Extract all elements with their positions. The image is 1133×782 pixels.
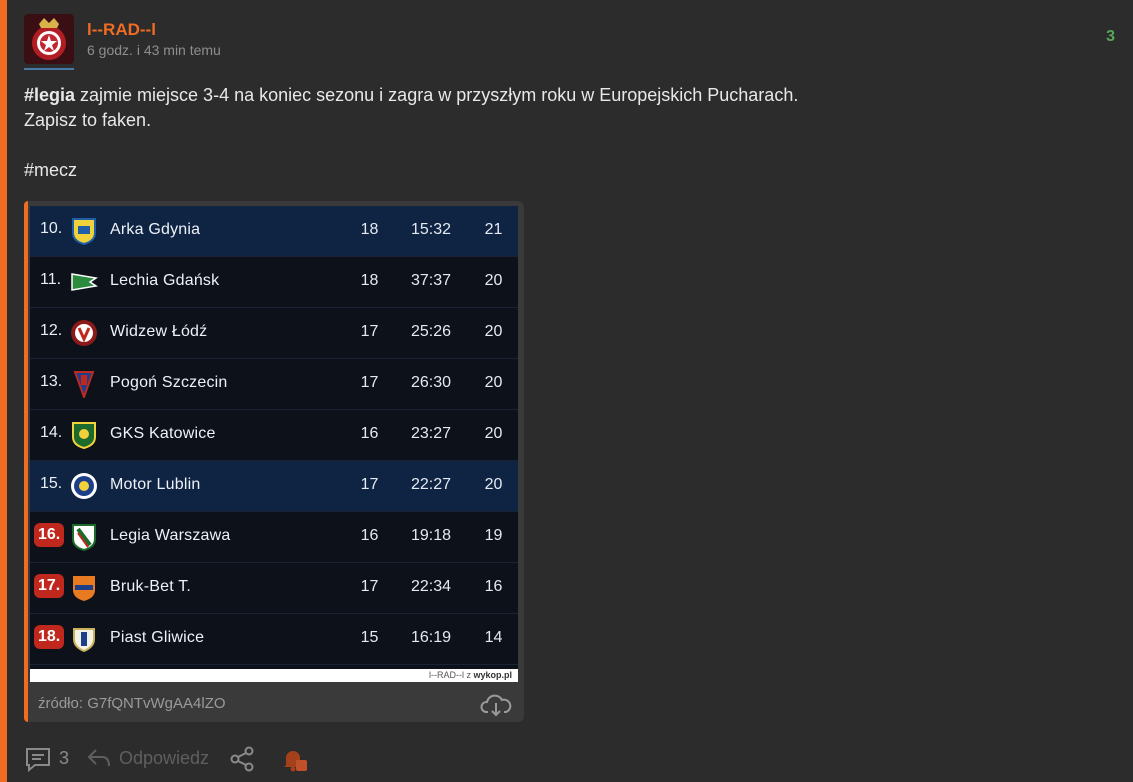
watermark-user: l--RAD--l bbox=[428, 670, 464, 680]
team-name: Arka Gdynia bbox=[110, 221, 201, 238]
table-row: 16. Legia Warszawa 16 19:18 19 bbox=[30, 512, 518, 563]
post-actions: 3 Odpowiedz bbox=[24, 744, 424, 774]
cloud-download-icon[interactable] bbox=[480, 692, 512, 718]
hashtag-mecz[interactable]: #mecz bbox=[24, 160, 78, 180]
post-line-1-text: zajmie miejsce 3-4 na koniec sezonu i za… bbox=[75, 85, 799, 105]
team-name: Motor Lublin bbox=[110, 476, 201, 493]
attachment-accent-edge bbox=[24, 201, 28, 722]
table-row: 15. Motor Lublin 17 22:27 20 bbox=[30, 461, 518, 512]
goal-ratio: 16:19 bbox=[410, 629, 452, 646]
points: 20 bbox=[484, 476, 503, 493]
username-link[interactable]: l--RAD--l bbox=[87, 20, 156, 39]
image-source[interactable]: źródło: G7fQNTvWgAA4lZO bbox=[38, 695, 226, 712]
matches-played: 16 bbox=[360, 527, 379, 544]
post-timestamp[interactable]: 6 godz. i 43 min temu bbox=[87, 42, 221, 58]
matches-played: 18 bbox=[360, 272, 379, 289]
position-relegation-badge: 17. bbox=[34, 574, 65, 598]
avatar-underline bbox=[24, 68, 74, 70]
gks-crest-icon bbox=[72, 422, 96, 449]
position-relegation-badge: 18. bbox=[34, 625, 65, 649]
points: 20 bbox=[484, 323, 503, 340]
matches-played: 18 bbox=[360, 221, 379, 238]
position: 13. bbox=[40, 373, 63, 390]
matches-played: 17 bbox=[360, 578, 379, 595]
points: 16 bbox=[484, 578, 503, 595]
goal-ratio: 22:34 bbox=[410, 578, 452, 595]
points: 20 bbox=[484, 425, 503, 442]
watermark-site: wykop.pl bbox=[473, 670, 512, 680]
goal-ratio: 37:37 bbox=[410, 272, 452, 289]
table-row: 11. Lechia Gdańsk 18 37:37 20 bbox=[30, 257, 518, 308]
points: 21 bbox=[484, 221, 503, 238]
post-body: #legia zajmie miejsce 3-4 na koniec sezo… bbox=[24, 83, 1024, 183]
matches-played: 16 bbox=[360, 425, 379, 442]
table-row: 12. Widzew Łódź 17 25:26 20 bbox=[30, 308, 518, 359]
post-line-1: #legia zajmie miejsce 3-4 na koniec sezo… bbox=[24, 83, 1024, 108]
matches-played: 17 bbox=[360, 476, 379, 493]
brukbet-crest-icon bbox=[73, 576, 95, 601]
comments-icon[interactable] bbox=[24, 746, 52, 772]
goal-ratio: 25:26 bbox=[410, 323, 452, 340]
share-icon[interactable] bbox=[229, 746, 255, 772]
arka-crest-icon bbox=[72, 218, 96, 245]
lechia-crest-icon bbox=[71, 273, 98, 291]
table-row: 18. Piast Gliwice 15 16:19 14 bbox=[30, 614, 518, 665]
post-accent-bar bbox=[0, 0, 7, 782]
points: 20 bbox=[484, 272, 503, 289]
matches-played: 17 bbox=[360, 323, 379, 340]
user-avatar[interactable] bbox=[24, 14, 74, 64]
reply-arrow-icon[interactable] bbox=[86, 746, 112, 770]
comments-count[interactable]: 3 bbox=[59, 748, 70, 768]
widzew-crest-icon bbox=[71, 320, 97, 346]
position: 10. bbox=[40, 220, 63, 237]
table-row: 10. Arka Gdynia 18 15:32 21 bbox=[30, 206, 518, 257]
legia-crest-icon bbox=[72, 524, 96, 551]
reply-button[interactable]: Odpowiedz bbox=[119, 748, 210, 768]
points: 19 bbox=[484, 527, 503, 544]
image-watermark: l--RAD--l z wykop.pl bbox=[30, 669, 518, 682]
goal-ratio: 23:27 bbox=[410, 425, 452, 442]
points: 20 bbox=[484, 374, 503, 391]
position: 11. bbox=[40, 271, 62, 288]
table-row: 17. Bruk-Bet T. 17 22:34 16 bbox=[30, 563, 518, 614]
position: 14. bbox=[40, 424, 63, 441]
goal-ratio: 26:30 bbox=[410, 374, 452, 391]
matches-played: 17 bbox=[360, 374, 379, 391]
post-line-2: Zapisz to faken. bbox=[24, 110, 152, 130]
matches-played: 15 bbox=[360, 629, 379, 646]
bell-notification-icon[interactable] bbox=[280, 745, 308, 773]
piast-crest-icon bbox=[73, 628, 95, 653]
goal-ratio: 22:27 bbox=[410, 476, 452, 493]
motor-crest-icon bbox=[71, 473, 97, 499]
table-row: 14. GKS Katowice 16 23:27 20 bbox=[30, 410, 518, 461]
team-name: Pogoń Szczecin bbox=[110, 374, 228, 391]
hashtag-legia[interactable]: #legia bbox=[24, 85, 76, 105]
team-name: Bruk-Bet T. bbox=[110, 578, 192, 595]
position: 15. bbox=[40, 475, 63, 492]
position: 12. bbox=[40, 322, 63, 339]
vote-count[interactable]: 3 bbox=[1106, 28, 1115, 45]
team-name: Piast Gliwice bbox=[110, 629, 205, 646]
team-name: Widzew Łódź bbox=[110, 323, 208, 340]
position-relegation-badge: 16. bbox=[34, 523, 65, 547]
goal-ratio: 19:18 bbox=[410, 527, 452, 544]
goal-ratio: 15:32 bbox=[410, 221, 452, 238]
table-row: 13. Pogoń Szczecin 17 26:30 20 bbox=[30, 359, 518, 410]
standings-image[interactable]: 10. Arka Gdynia 18 15:32 21 11. Lechia G… bbox=[30, 206, 518, 682]
team-name: Legia Warszawa bbox=[110, 527, 231, 544]
team-name: Lechia Gdańsk bbox=[110, 272, 220, 289]
team-name: GKS Katowice bbox=[110, 425, 216, 442]
points: 14 bbox=[484, 629, 503, 646]
pogon-crest-icon bbox=[73, 371, 95, 398]
watermark-z: z bbox=[466, 670, 471, 680]
